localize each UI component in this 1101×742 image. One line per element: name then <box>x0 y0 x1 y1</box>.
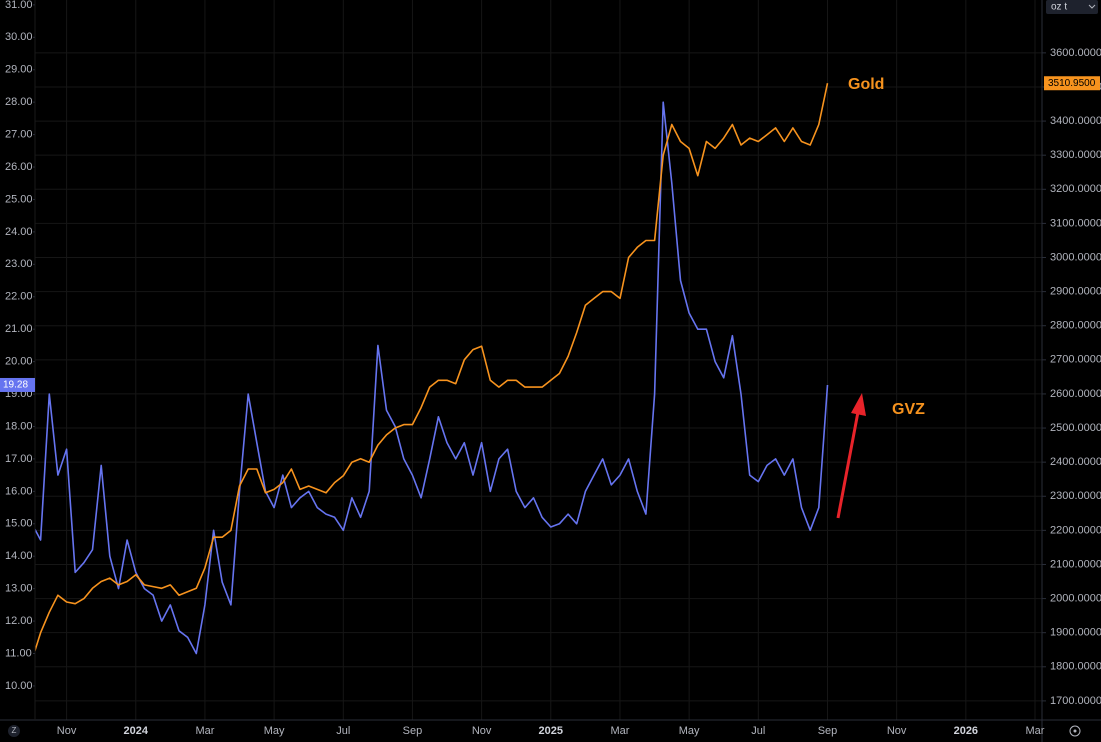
y-tick-label: 22.00 <box>5 291 33 303</box>
y2-tick-label: 2700.0000 <box>1050 354 1101 366</box>
y-tick-label: 20.00 <box>5 356 33 368</box>
x-tick-label: May <box>264 725 285 737</box>
series-label: GVZ <box>892 401 925 418</box>
settings-button[interactable] <box>1069 725 1081 737</box>
last-value-label: 3510.9500 <box>1048 78 1096 89</box>
last-value-box <box>1044 76 1100 91</box>
y2-tick-label: 2500.0000 <box>1050 422 1101 434</box>
series-line <box>35 101 829 655</box>
timezone-button[interactable] <box>8 725 20 737</box>
y-tick-label: 14.00 <box>5 550 33 562</box>
y-tick-label: 31.00 <box>5 0 33 11</box>
y2-tick-label: 3300.0000 <box>1050 149 1101 161</box>
y2-tick-label: 2600.0000 <box>1050 388 1101 400</box>
x-tick-label: Sep <box>403 725 423 737</box>
y2-tick-label: 1700.0000 <box>1050 695 1101 707</box>
y-tick-label: 21.00 <box>5 323 33 335</box>
y-tick-label: 12.00 <box>5 615 33 627</box>
x-tick-label: Sep <box>818 725 838 737</box>
y-tick-label: 16.00 <box>5 485 33 497</box>
y-tick-label: 13.00 <box>5 583 33 595</box>
y-tick-label: 17.00 <box>5 453 33 465</box>
dropdown-icon <box>1088 4 1096 9</box>
y2-tick-label: 2100.0000 <box>1050 558 1101 570</box>
y2-tick-label: 1800.0000 <box>1050 661 1101 673</box>
grid <box>35 0 1042 720</box>
x-tick-label: Nov <box>887 725 907 737</box>
y2-tick-label: 2400.0000 <box>1050 456 1101 468</box>
series-line <box>35 83 829 654</box>
y-tick-label: 23.00 <box>5 258 33 270</box>
x-tick-label: 2026 <box>954 725 978 737</box>
timezone-icon: Z <box>12 726 17 735</box>
x-tick-label: Mar <box>1026 725 1045 737</box>
plot <box>35 83 829 655</box>
y-tick-label: 25.00 <box>5 193 33 205</box>
y-tick-label: 30.00 <box>5 31 33 43</box>
arrow <box>836 393 866 519</box>
y2-tick-label: 2300.0000 <box>1050 490 1101 502</box>
last-value-box <box>0 377 35 392</box>
series-label: Gold <box>848 76 884 93</box>
y2-tick-label: 3400.0000 <box>1050 115 1101 127</box>
x-tick-label: 2024 <box>124 725 149 737</box>
y2-tick-label: 3000.0000 <box>1050 251 1101 263</box>
y2-tick-label: 1900.0000 <box>1050 627 1101 639</box>
y-tick-label: 27.00 <box>5 129 33 141</box>
x-tick-label: Nov <box>472 725 492 737</box>
y2-tick-label: 3100.0000 <box>1050 217 1101 229</box>
x-tick-label: Jul <box>336 725 350 737</box>
y-tick-label: 26.00 <box>5 161 33 173</box>
y2-tick-label: 3200.0000 <box>1050 183 1101 195</box>
x-tick-label: 2025 <box>539 725 563 737</box>
last-value-label: 19.28 <box>3 380 28 391</box>
y-tick-label: 11.00 <box>5 647 32 659</box>
last-value-labels: 19.28 3510.9500 <box>0 76 1100 392</box>
arrow-head <box>851 393 866 416</box>
y2-tick-label: 2900.0000 <box>1050 286 1101 298</box>
x-tick-label: Jul <box>751 725 765 737</box>
y-tick-label: 18.00 <box>5 420 33 432</box>
unit-box[interactable] <box>1046 0 1098 14</box>
y2-tick-label: 2200.0000 <box>1050 524 1101 536</box>
settings-icon <box>1073 729 1077 733</box>
y-tick-label: 28.00 <box>5 96 33 108</box>
y-tick-label: 24.00 <box>5 226 33 238</box>
y2-tick-label: 3600.0000 <box>1050 47 1101 59</box>
x-tick-label: May <box>679 725 700 737</box>
unit-label: oz t <box>1051 2 1067 13</box>
x-tick-label: Mar <box>195 725 214 737</box>
y-tick-label: 10.00 <box>5 680 33 692</box>
arrow-shaft <box>836 411 860 519</box>
x-tick-label: Nov <box>57 725 77 737</box>
y-tick-label: 15.00 <box>5 518 33 530</box>
y-tick-label: 29.00 <box>5 64 33 76</box>
x-tick-label: Mar <box>610 725 629 737</box>
y2-tick-label: 2800.0000 <box>1050 320 1101 332</box>
y2-tick-label: 2000.0000 <box>1050 592 1101 604</box>
